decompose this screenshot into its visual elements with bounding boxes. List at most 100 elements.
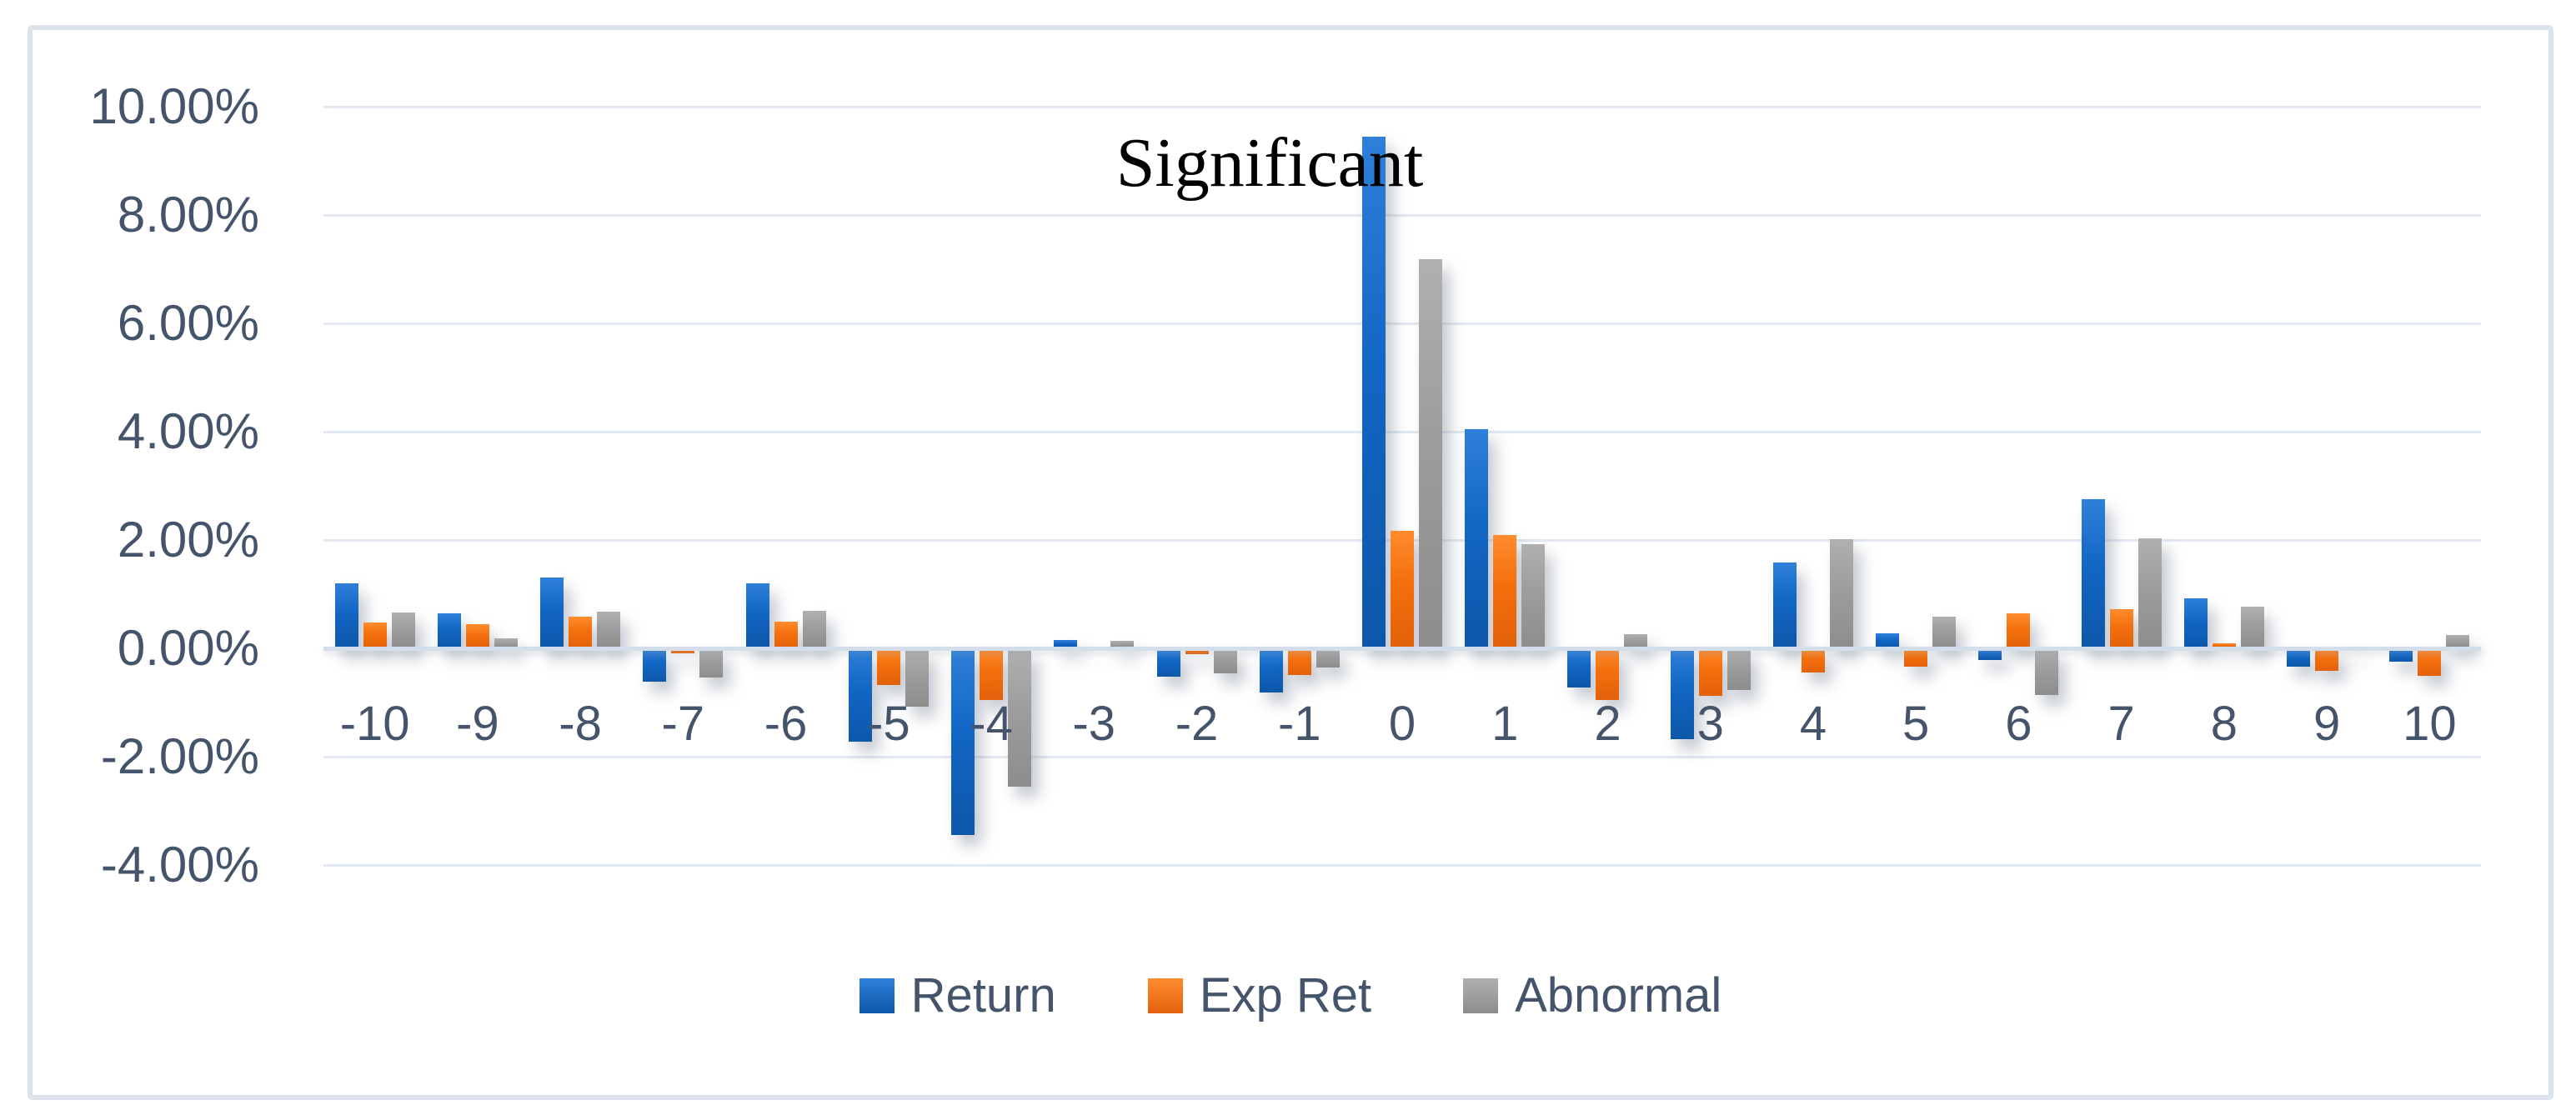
- bar-return-6: [1978, 648, 2002, 660]
- x-tick--2: -2: [1175, 697, 1219, 751]
- bar-abnormal-2: [1624, 634, 1648, 648]
- bar-exp-ret-9: [2315, 648, 2339, 671]
- bar-abnormal-6: [2035, 648, 2059, 695]
- x-tick-5: 5: [1902, 697, 1930, 751]
- bar-exp-ret-2: [1596, 648, 1620, 701]
- bar-exp-ret-7: [2109, 609, 2133, 648]
- zero-axis-line: [323, 647, 2481, 651]
- bar-abnormal-5: [1932, 616, 1957, 648]
- bar-return-3: [1670, 648, 1694, 740]
- bar-return--2: [1156, 648, 1180, 678]
- abnormal-swatch-icon: [1463, 978, 1499, 1013]
- bar-return-2: [1567, 648, 1591, 688]
- bar-exp-ret--6: [774, 622, 798, 648]
- gridline-4.00%: [323, 431, 2481, 433]
- x-tick-2: 2: [1594, 697, 1621, 751]
- bar-return--1: [1259, 648, 1283, 693]
- bar-abnormal--7: [699, 648, 724, 678]
- x-tick-3: 3: [1696, 697, 1724, 751]
- y-tick-0.00%: 0.00%: [117, 620, 259, 676]
- bar-return--4: [951, 648, 975, 836]
- legend-label-abnormal: Abnormal: [1515, 968, 1722, 1022]
- bar-abnormal--4: [1008, 648, 1032, 788]
- gridline--4.00%: [323, 864, 2481, 867]
- y-tick-6.00%: 6.00%: [117, 295, 259, 351]
- bar-return-1: [1465, 428, 1489, 648]
- x-tick--10: -10: [339, 697, 410, 751]
- x-tick--1: -1: [1277, 697, 1321, 751]
- bar-exp-ret--8: [569, 617, 593, 648]
- bar-return--7: [643, 648, 667, 682]
- bar-exp-ret--2: [1185, 648, 1209, 654]
- legend: Return Exp Ret Abnormal: [33, 972, 2548, 1020]
- bar-return-10: [2389, 648, 2413, 662]
- bar-return--9: [437, 612, 461, 648]
- bar-return--3: [1054, 640, 1078, 648]
- bar-exp-ret-1: [1493, 534, 1517, 648]
- bar-exp-ret--9: [465, 623, 489, 648]
- bar-abnormal--3: [1110, 640, 1135, 648]
- gridline-8.00%: [323, 214, 2481, 217]
- bar-return--8: [540, 577, 564, 648]
- bar-exp-ret-6: [2007, 612, 2031, 648]
- x-tick--7: -7: [661, 697, 705, 751]
- bar-return-9: [2287, 648, 2311, 668]
- legend-label-exp-ret: Exp Ret: [1199, 968, 1372, 1022]
- x-tick--6: -6: [764, 697, 808, 751]
- legend-item-return: Return: [859, 968, 1056, 1022]
- exp-ret-swatch-icon: [1147, 978, 1183, 1013]
- bar-abnormal-7: [2137, 538, 2162, 648]
- bar-exp-ret-5: [1904, 648, 1928, 668]
- gridline-6.00%: [323, 322, 2481, 325]
- bar-exp-ret--5: [876, 648, 900, 685]
- bar-exp-ret--10: [363, 622, 387, 648]
- x-tick-0: 0: [1388, 697, 1416, 751]
- return-swatch-icon: [859, 978, 895, 1013]
- bar-return-8: [2183, 598, 2208, 648]
- bar-abnormal--2: [1213, 648, 1237, 673]
- bar-return-0: [1362, 137, 1386, 648]
- x-tick--3: -3: [1072, 697, 1116, 751]
- y-tick-2.00%: 2.00%: [117, 512, 259, 568]
- bar-abnormal-0: [1419, 259, 1442, 648]
- y-tick--2.00%: -2.00%: [100, 728, 259, 784]
- bar-return-7: [2081, 499, 2105, 648]
- x-tick-9: 9: [2313, 697, 2341, 751]
- x-tick--4: -4: [970, 697, 1013, 751]
- x-tick-7: 7: [2107, 697, 2135, 751]
- y-tick-8.00%: 8.00%: [117, 187, 259, 242]
- bar-abnormal-4: [1829, 538, 1853, 648]
- bar-abnormal--6: [802, 610, 826, 648]
- bar-abnormal--10: [391, 612, 415, 648]
- y-tick--4.00%: -4.00%: [100, 837, 259, 892]
- bar-return--6: [745, 583, 769, 648]
- x-tick--9: -9: [456, 697, 499, 751]
- gridline-10.00%: [323, 106, 2481, 108]
- bar-abnormal--5: [905, 648, 929, 707]
- bar-abnormal--1: [1316, 648, 1340, 668]
- bar-exp-ret-8: [2212, 642, 2236, 648]
- chart-title: Significant: [1115, 124, 1424, 202]
- bar-abnormal-10: [2446, 635, 2470, 648]
- legend-item-exp-ret: Exp Ret: [1147, 968, 1372, 1022]
- legend-item-abnormal: Abnormal: [1463, 972, 1722, 1020]
- bar-exp-ret-3: [1698, 648, 1722, 696]
- bar-abnormal-8: [2240, 606, 2264, 648]
- x-tick-4: 4: [1799, 697, 1827, 751]
- bar-return--5: [848, 648, 872, 742]
- x-tick--5: -5: [867, 697, 910, 751]
- legend-label-return: Return: [910, 968, 1056, 1022]
- x-tick-6: 6: [2005, 697, 2032, 751]
- chart-frame: Significant Return Exp Ret Abnormal 10.00%…: [28, 25, 2553, 1100]
- bar-exp-ret--1: [1287, 648, 1311, 675]
- bar-abnormal-1: [1521, 544, 1546, 648]
- bar-abnormal-3: [1727, 648, 1751, 691]
- gridline--2.00%: [323, 756, 2481, 758]
- bar-abnormal--9: [494, 638, 518, 648]
- bar-exp-ret--4: [980, 648, 1004, 700]
- bar-exp-ret-10: [2418, 648, 2442, 676]
- x-tick-8: 8: [2210, 697, 2238, 751]
- x-tick-1: 1: [1491, 697, 1519, 751]
- x-tick-10: 10: [2403, 697, 2457, 751]
